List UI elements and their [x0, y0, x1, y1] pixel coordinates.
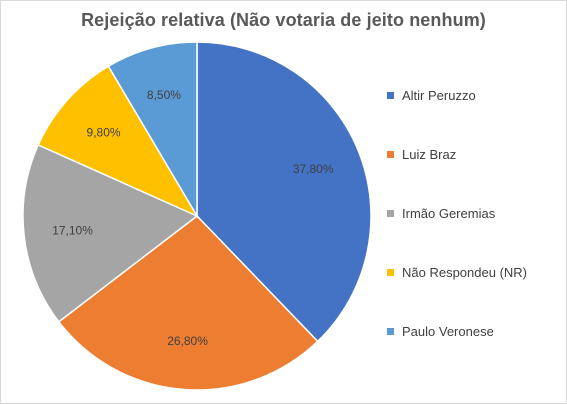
- legend: Altir Peruzzo Luiz Braz Irmão Geremias Não …: [387, 85, 527, 380]
- legend-swatch-2: [387, 209, 394, 217]
- legend-item-3: Não Respondeu (NR): [387, 262, 527, 282]
- legend-item-2: Irmão Geremias: [387, 203, 527, 223]
- legend-label-2: Irmão Geremias: [402, 205, 496, 221]
- legend-item-4: Paulo Veronese: [387, 321, 527, 341]
- slice-data-label-1: 26,80%: [167, 334, 208, 348]
- slice-data-label-0: 37,80%: [293, 162, 334, 176]
- chart-title: Rejeição relativa (Não votaria de jeito …: [81, 10, 486, 30]
- pie-slice-3: [37, 65, 199, 218]
- legend-swatch-3: [387, 268, 394, 276]
- pie-slices: [22, 41, 372, 391]
- slice-data-label-2: 17,10%: [52, 224, 93, 238]
- pie-slice-0: [196, 41, 372, 343]
- legend-swatch-0: [387, 91, 394, 99]
- legend-swatch-4: [387, 327, 394, 335]
- pie-slice-4: [107, 41, 198, 219]
- pie-slice-2: [22, 143, 199, 323]
- legend-item-1: Luiz Braz: [387, 144, 527, 164]
- legend-swatch-1: [387, 150, 394, 158]
- legend-label-3: Não Respondeu (NR): [402, 264, 528, 280]
- legend-label-4: Paulo Veronese: [402, 323, 494, 339]
- pie-labels: 37,80% 26,80% 17,10% 9,80% 8,50%: [52, 88, 334, 348]
- legend-label-1: Luiz Braz: [402, 146, 457, 162]
- pie-slice-1: [57, 214, 319, 391]
- slice-data-label-3: 9,80%: [87, 126, 121, 140]
- legend-item-0: Altir Peruzzo: [387, 85, 527, 105]
- legend-label-0: Altir Peruzzo: [402, 87, 476, 103]
- slice-data-label-4: 8,50%: [147, 88, 181, 102]
